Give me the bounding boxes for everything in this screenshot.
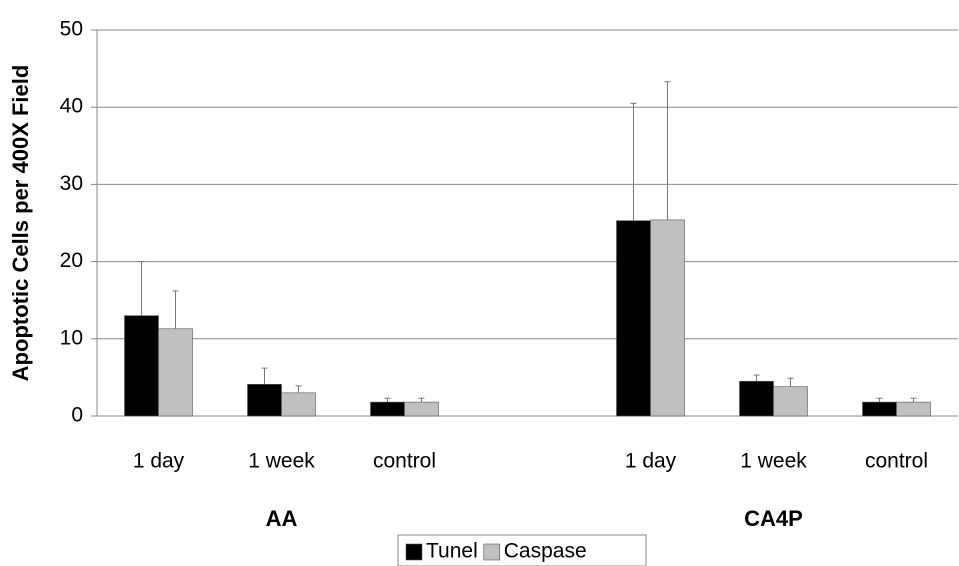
legend-label: Caspase: [504, 540, 587, 563]
legend-swatch: [483, 543, 501, 561]
bar: [773, 386, 808, 417]
y-tick-label: 0: [71, 404, 83, 427]
bar: [370, 401, 405, 417]
error-bar: [910, 397, 917, 403]
bar: [124, 315, 159, 417]
bar: [862, 401, 897, 417]
legend-label: Tunel: [426, 540, 478, 563]
y-tick-label: 10: [60, 326, 83, 349]
error-bar: [630, 102, 637, 221]
bar: [616, 220, 651, 417]
error-bar: [787, 377, 794, 387]
y-tick-label: 50: [60, 18, 83, 41]
bar: [247, 384, 282, 417]
x-tick-label: 1 week: [740, 450, 807, 473]
group-label: AA: [266, 506, 298, 531]
y-tick-label: 20: [60, 249, 83, 272]
error-bar: [172, 290, 179, 329]
error-bar: [138, 261, 145, 316]
y-axis-title: Apoptotic Cells per 400X Field: [8, 65, 33, 382]
y-tick-label: 40: [60, 95, 83, 118]
legend-swatch: [405, 543, 423, 561]
error-bar: [664, 81, 671, 220]
x-tick-label: 1 day: [133, 450, 185, 473]
legend-box: [397, 534, 647, 566]
bar: [404, 401, 439, 417]
bar: [650, 219, 685, 417]
bar: [896, 401, 931, 417]
error-bar: [418, 397, 425, 403]
group-label: CA4P: [744, 506, 803, 531]
y-tick-label: 30: [60, 172, 83, 195]
x-tick-label: control: [373, 450, 436, 473]
error-bar: [876, 397, 883, 403]
x-tick-label: 1 week: [248, 450, 315, 473]
x-tick-label: control: [865, 450, 928, 473]
error-bar: [753, 374, 760, 382]
bar: [281, 392, 316, 417]
bar: [158, 328, 193, 417]
x-tick-label: 1 day: [625, 450, 677, 473]
error-bar: [261, 367, 268, 385]
error-bar: [295, 385, 302, 393]
error-bar: [384, 397, 391, 403]
bar: [739, 380, 774, 417]
